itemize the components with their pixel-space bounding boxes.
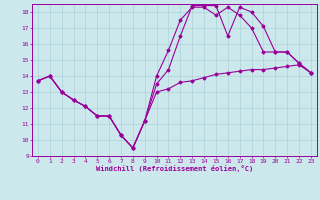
X-axis label: Windchill (Refroidissement éolien,°C): Windchill (Refroidissement éolien,°C) (96, 165, 253, 172)
